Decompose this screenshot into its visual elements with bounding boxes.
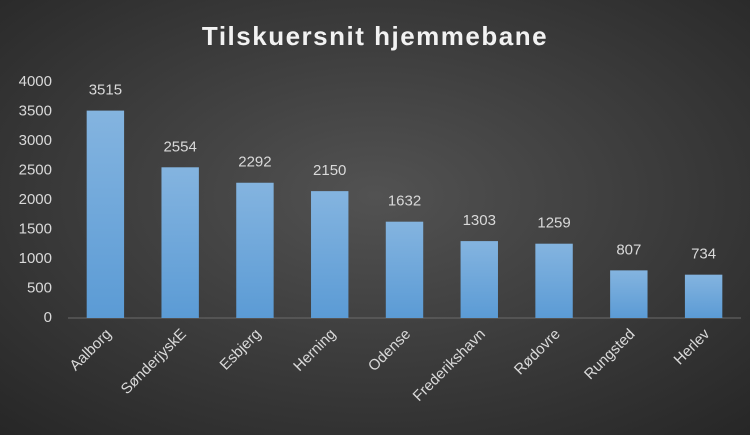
bar (684, 274, 723, 318)
bar (535, 243, 573, 318)
bar (311, 191, 349, 318)
data-label: 2292 (238, 154, 271, 171)
data-label: 1632 (388, 193, 421, 210)
y-tick-label: 3500 (19, 102, 52, 119)
y-tick-label: 1000 (19, 250, 52, 267)
data-label: 1259 (537, 215, 570, 232)
bar (161, 167, 199, 318)
data-label: 2554 (163, 138, 196, 155)
bar (460, 241, 498, 318)
data-label: 807 (616, 241, 641, 258)
data-label: 3515 (89, 82, 122, 99)
data-label: 1303 (463, 212, 496, 229)
y-tick-label: 3000 (19, 132, 52, 149)
data-label: 734 (691, 246, 716, 263)
bar (610, 270, 648, 318)
bar (236, 182, 274, 318)
bar (385, 221, 424, 318)
y-tick-label: 4000 (19, 73, 52, 90)
y-tick-label: 2500 (19, 161, 52, 178)
chart-title: Tilskuersnit hjemmebane (202, 21, 548, 51)
y-tick-label: 2000 (19, 191, 52, 208)
bar (86, 110, 125, 319)
y-tick-label: 0 (44, 309, 52, 326)
y-tick-label: 500 (27, 279, 52, 296)
y-tick-label: 1500 (19, 220, 52, 237)
data-label: 2150 (313, 162, 346, 179)
